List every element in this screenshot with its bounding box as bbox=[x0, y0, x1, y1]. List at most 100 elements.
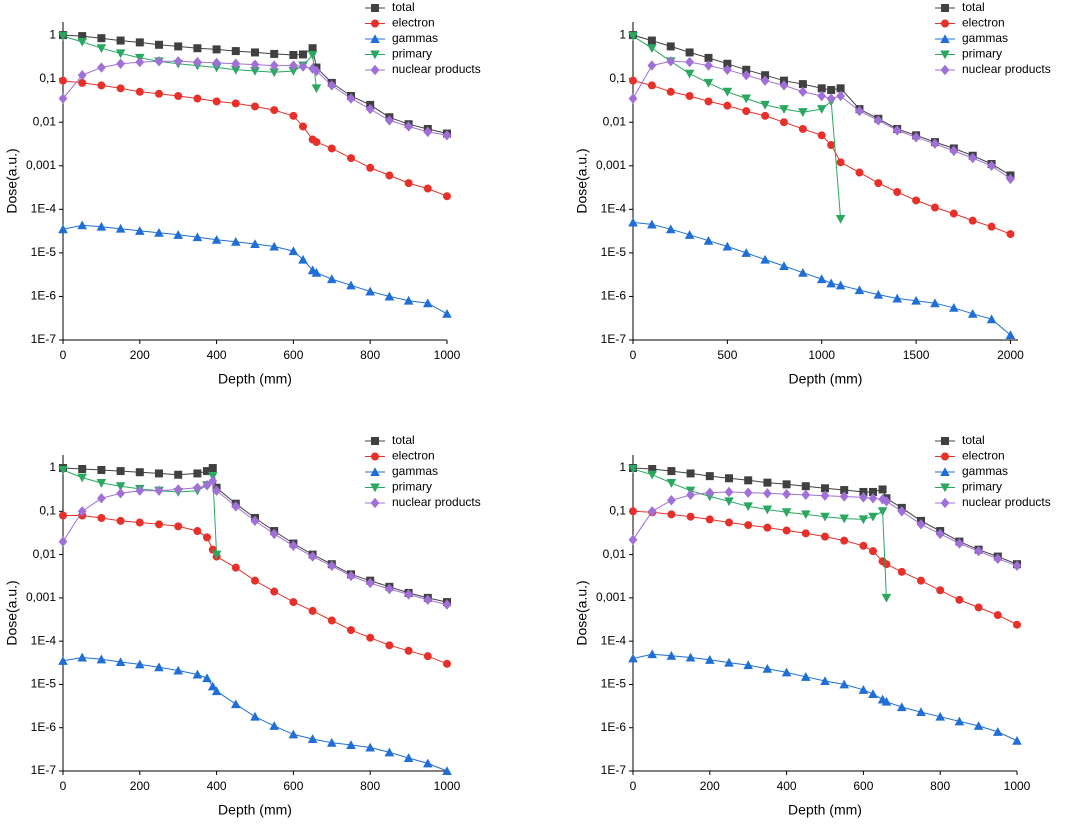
data-point bbox=[212, 57, 221, 69]
data-point bbox=[116, 58, 125, 69]
data-point bbox=[77, 220, 87, 230]
data-point bbox=[1013, 620, 1021, 629]
data-point bbox=[59, 76, 67, 85]
data-point bbox=[312, 65, 321, 77]
legend-label: nuclear products bbox=[392, 62, 481, 76]
data-point bbox=[685, 48, 694, 57]
y-tick-label: 1 bbox=[49, 27, 56, 41]
data-point bbox=[116, 36, 125, 45]
data-point bbox=[423, 184, 432, 193]
data-point bbox=[231, 99, 240, 108]
legend-marker bbox=[371, 19, 379, 28]
data-point bbox=[403, 295, 414, 305]
data-point bbox=[911, 295, 921, 305]
y-tick-label: 1 bbox=[49, 460, 56, 474]
data-point bbox=[779, 105, 789, 114]
chart-panel: 1E-7 1E-6 1E-5 1E-4 0,001 0,01 0,1 1 0 500 1000 150… bbox=[574, 0, 1051, 387]
data-point bbox=[96, 479, 107, 488]
y-axis-title: Dose(a.u.) bbox=[4, 580, 20, 645]
data-point bbox=[647, 506, 657, 517]
y-tick-label: 1E-4 bbox=[31, 633, 57, 647]
data-point bbox=[231, 58, 241, 69]
x-tick-label: 1500 bbox=[903, 348, 930, 362]
data-point bbox=[77, 506, 87, 517]
data-point bbox=[155, 469, 163, 478]
y-tick-label: 1E-5 bbox=[31, 677, 57, 691]
data-point bbox=[703, 78, 714, 88]
data-point bbox=[761, 71, 770, 80]
data-point bbox=[858, 685, 869, 694]
series-line bbox=[62, 35, 317, 89]
data-point bbox=[949, 209, 958, 218]
data-point bbox=[816, 274, 827, 284]
data-point bbox=[744, 476, 753, 485]
data-point bbox=[686, 469, 695, 478]
data-point bbox=[173, 484, 183, 495]
series-line bbox=[632, 653, 1018, 742]
data-point bbox=[705, 655, 715, 664]
data-point bbox=[840, 536, 849, 545]
data-point bbox=[628, 93, 638, 104]
data-point bbox=[250, 515, 260, 527]
data-point bbox=[269, 528, 279, 540]
data-point bbox=[115, 482, 126, 492]
data-point bbox=[801, 482, 810, 491]
data-point bbox=[250, 66, 260, 76]
data-point bbox=[821, 484, 829, 493]
legend-marker bbox=[370, 34, 380, 43]
x-tick-label: 800 bbox=[360, 348, 380, 362]
legend-label: primary bbox=[962, 480, 1002, 494]
data-point bbox=[993, 611, 1002, 620]
chart-panel: 1E-7 1E-6 1E-5 1E-4 0,001 0,01 0,1 1 0 200 400 600 8… bbox=[574, 433, 1051, 818]
data-point bbox=[781, 508, 792, 518]
data-point bbox=[115, 49, 126, 59]
data-point bbox=[211, 686, 222, 696]
data-point bbox=[193, 469, 202, 478]
series-line bbox=[632, 510, 1018, 626]
data-point bbox=[741, 94, 752, 104]
data-point bbox=[1005, 330, 1016, 340]
data-point bbox=[858, 515, 869, 525]
data-point bbox=[270, 49, 279, 58]
data-point bbox=[762, 663, 773, 673]
data-point bbox=[154, 485, 164, 496]
data-point bbox=[839, 679, 849, 689]
data-point bbox=[881, 593, 892, 603]
y-axis-title: Dose(a.u.) bbox=[4, 148, 20, 213]
data-point bbox=[744, 521, 753, 530]
x-tick-label: 1000 bbox=[434, 779, 461, 793]
data-point bbox=[77, 70, 87, 81]
data-point bbox=[873, 115, 883, 126]
data-point bbox=[346, 93, 356, 104]
x-tick-label: 200 bbox=[130, 348, 150, 362]
x-axis-title: Depth (mm) bbox=[218, 802, 292, 818]
data-point bbox=[327, 80, 337, 91]
data-point bbox=[327, 560, 337, 572]
data-point bbox=[404, 121, 413, 132]
x-tick-label: 1000 bbox=[808, 348, 835, 362]
data-point bbox=[868, 689, 878, 699]
data-point bbox=[173, 230, 183, 239]
data-point bbox=[78, 78, 87, 87]
data-point bbox=[628, 653, 638, 663]
data-point bbox=[97, 34, 106, 43]
data-point bbox=[725, 518, 733, 527]
data-point bbox=[629, 507, 637, 516]
data-point bbox=[686, 512, 695, 521]
data-point bbox=[250, 711, 260, 721]
data-point bbox=[58, 93, 68, 104]
data-point bbox=[935, 711, 945, 721]
data-point bbox=[684, 230, 695, 239]
data-point bbox=[365, 577, 375, 589]
data-point bbox=[836, 158, 845, 167]
data-point bbox=[801, 510, 811, 520]
data-point bbox=[839, 514, 849, 524]
data-point bbox=[311, 84, 322, 94]
data-point bbox=[443, 192, 451, 201]
data-point bbox=[251, 102, 259, 111]
data-point bbox=[743, 660, 753, 670]
data-point bbox=[974, 603, 983, 612]
data-point bbox=[250, 59, 260, 70]
data-point bbox=[96, 654, 107, 664]
